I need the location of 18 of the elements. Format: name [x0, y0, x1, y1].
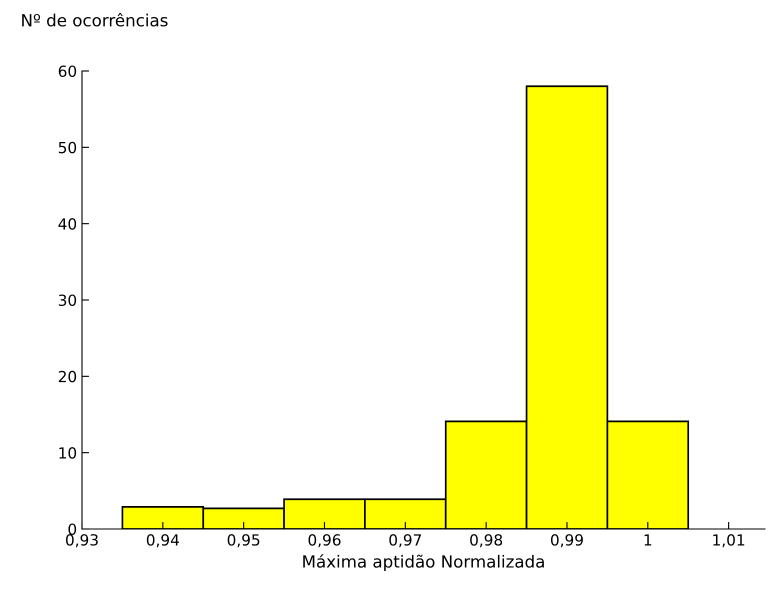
- x-tick-label: 0,97: [389, 534, 422, 548]
- x-tick-label: 1,01: [713, 534, 744, 548]
- x-tick-label: 0,96: [308, 534, 341, 548]
- y-tick-label: 20: [58, 370, 76, 382]
- y-tick-label: 60: [58, 65, 76, 78]
- y-tick-label: 50: [58, 142, 76, 154]
- x-tick-label: 0,98: [470, 534, 502, 548]
- x-tick-label: 0,99: [550, 534, 583, 548]
- y-tick-label: 10: [59, 447, 76, 459]
- y-tick-label: 0: [68, 523, 76, 536]
- x-axis-title: Máxima aptidão Normalizada: [303, 554, 544, 571]
- x-tick-label: 0,95: [228, 534, 260, 548]
- x-tick-label: 0,93: [66, 534, 98, 548]
- x-tick-label: 0,94: [146, 534, 179, 548]
- x-tick-label: 1: [644, 534, 652, 546]
- y-tick-label: 30: [58, 294, 76, 306]
- y-axis-title: Nº de ocorrências: [22, 12, 168, 27]
- y-tick-label: 40: [58, 218, 76, 230]
